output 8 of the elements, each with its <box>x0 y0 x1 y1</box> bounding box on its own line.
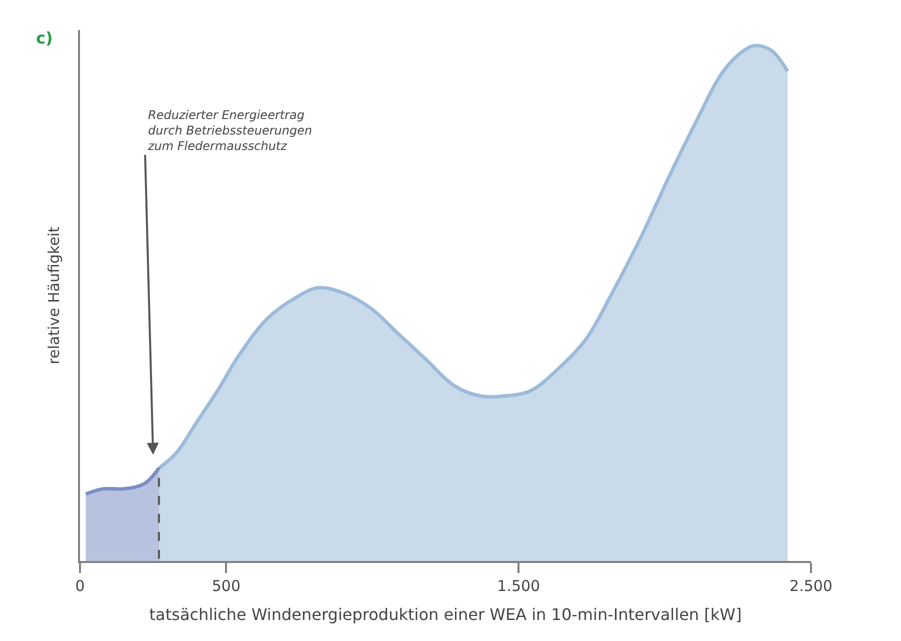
x-tick-label: 2.500 <box>790 577 832 595</box>
x-axis-title: tatsächliche Windenergieproduktion einer WEA in 10-min-Intervallen [kW] <box>149 605 742 624</box>
annotation: Reduzierter Energieertrag durch Betriebssteuerungen zum Fledermausschutz <box>147 108 312 154</box>
y-axis-title: relative Häufigkeit <box>44 226 63 364</box>
x-tick-label: 0 <box>75 577 85 595</box>
x-tick-label: 500 <box>212 577 241 595</box>
x-tick-label: 1.500 <box>497 577 540 595</box>
chart-title: c) <box>36 28 53 48</box>
